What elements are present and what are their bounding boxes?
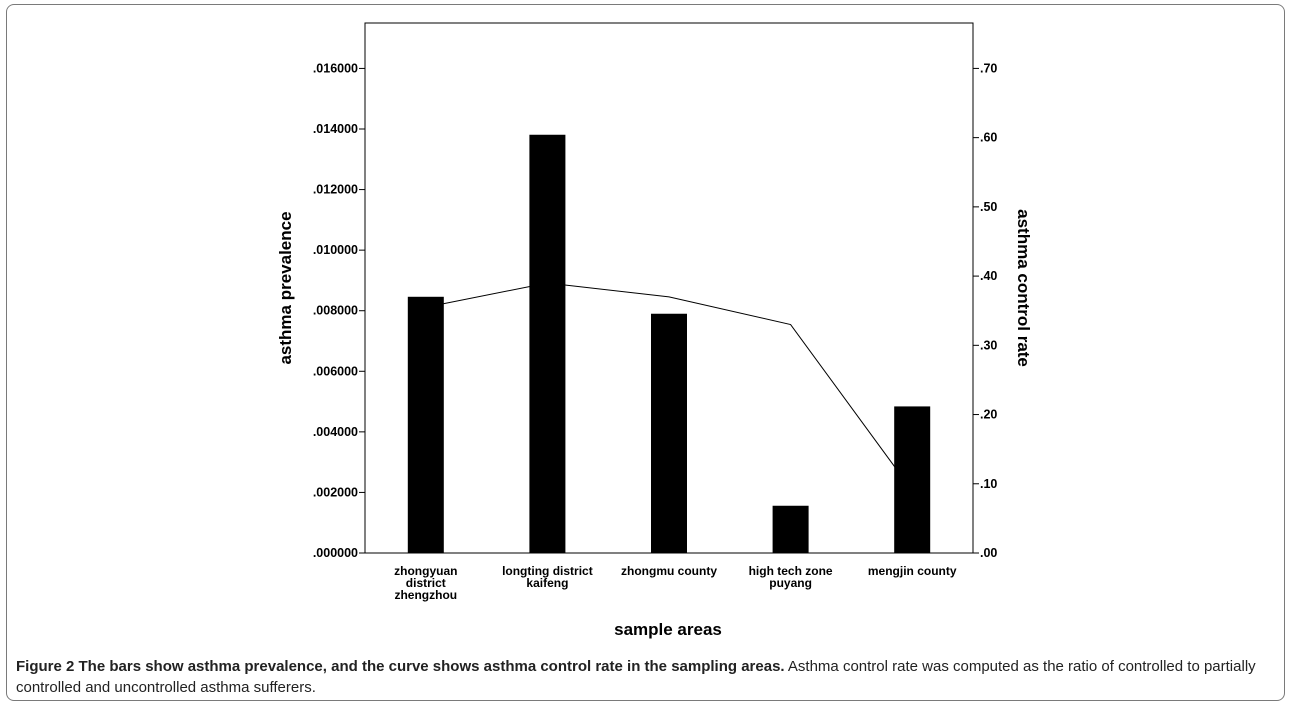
left-tick-label: .000000 — [313, 546, 358, 560]
category-label-line: zhongyuan — [394, 564, 457, 578]
bar-series — [407, 134, 931, 554]
left-tick-label: .016000 — [313, 61, 358, 75]
right-axis-ticks: .00 .10 .20 .30 .40 .50 .60 .70 — [973, 61, 997, 560]
line-series — [425, 282, 913, 491]
caption-text: Asthma control rate was computed as the … — [16, 658, 1256, 696]
left-tick-label: .006000 — [313, 364, 358, 378]
bar — [407, 296, 444, 553]
control-rate-line — [425, 282, 913, 491]
category-label-line: longting district — [502, 564, 593, 578]
bar — [772, 505, 809, 553]
category-label: high tech zone puyang — [749, 564, 833, 590]
bar — [894, 406, 931, 553]
left-tick-label: .004000 — [313, 425, 358, 439]
category-label-line: puyang — [769, 576, 812, 590]
y-axis-right-title: asthma control rate — [1014, 209, 1033, 367]
left-tick-label: .014000 — [313, 122, 358, 136]
y-axis-left-title: asthma prevalence — [276, 211, 295, 364]
x-axis-title: sample areas — [614, 620, 722, 639]
bar — [529, 134, 566, 554]
category-label-line: zhongmu county — [621, 564, 717, 578]
right-tick-label: .60 — [980, 131, 997, 145]
category-label: longting district kaifeng — [502, 564, 593, 590]
right-tick-label: .70 — [980, 61, 997, 75]
bar — [651, 313, 687, 553]
category-label: zhongmu county — [621, 564, 717, 578]
right-tick-label: .10 — [980, 477, 997, 491]
combo-chart: .000000 .002000 .004000 .006000 .008000 .0100… — [276, 22, 1033, 639]
right-tick-label: .40 — [980, 269, 997, 283]
left-tick-label: .012000 — [313, 183, 358, 197]
category-label-line: district — [406, 576, 446, 590]
left-tick-label: .010000 — [313, 243, 358, 257]
category-label-line: zhengzhou — [394, 588, 457, 602]
figure-frame — [6, 4, 1285, 701]
category-label: mengjin county — [868, 564, 957, 578]
category-label-line: kaifeng — [526, 576, 568, 590]
right-tick-label: .20 — [980, 408, 997, 422]
right-tick-label: .00 — [980, 546, 997, 560]
left-tick-label: .002000 — [313, 485, 358, 499]
category-label: zhongyuan district zhengzhou — [394, 564, 457, 602]
caption-title: Figure 2 The bars show asthma prevalence… — [16, 658, 785, 675]
left-tick-label: .008000 — [313, 304, 358, 318]
category-label-line: high tech zone — [749, 564, 833, 578]
right-tick-label: .50 — [980, 200, 997, 214]
figure-caption: Figure 2 The bars show asthma prevalence… — [16, 656, 1278, 698]
right-tick-label: .30 — [980, 338, 997, 352]
category-label-line: mengjin county — [868, 564, 957, 578]
left-axis-ticks: .000000 .002000 .004000 .006000 .008000 .0100… — [313, 61, 365, 560]
category-labels: zhongyuan district zhengzhou longting distr… — [394, 564, 957, 602]
